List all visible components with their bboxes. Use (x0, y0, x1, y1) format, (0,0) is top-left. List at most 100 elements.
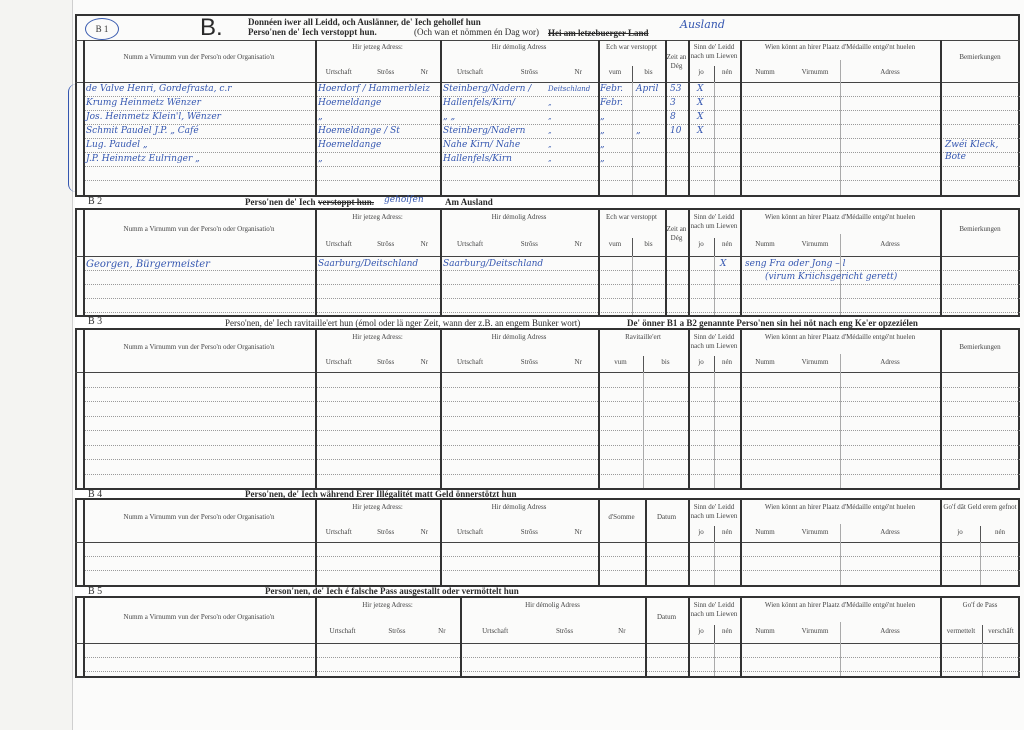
dotted-rule (83, 459, 1020, 460)
dotted-rule (83, 270, 1020, 271)
subheader-nr: Nr (574, 239, 582, 248)
vertical-rule (940, 500, 942, 542)
subheader-bis: bis (644, 239, 653, 248)
vertical-rule (714, 625, 715, 643)
header-remarks: Bemierkungen (959, 225, 1001, 233)
vertical-rule (645, 542, 647, 585)
row-former-address: Hallenfels/Kirn (443, 154, 512, 164)
row-from: Febr. (600, 98, 624, 108)
vertical-rule (665, 82, 667, 195)
subheader-stross: Strôss (520, 527, 538, 536)
vertical-rule (315, 643, 317, 676)
vertical-rule (632, 237, 633, 256)
subheader-bis: bis (644, 67, 653, 76)
subheader-adress: Adress (880, 527, 900, 536)
header-former_address: Hir démolig Adress (491, 333, 547, 341)
header-zeit: Zeit an Dég (666, 225, 687, 242)
subheader-nen: nén (721, 67, 733, 76)
subheader-numm: Numm (755, 357, 775, 366)
row-days: 10 (670, 126, 682, 136)
row-current-address: Hoemeldange (318, 140, 382, 150)
vertical-rule (688, 330, 690, 372)
subheader-stross: Strôss (520, 67, 538, 76)
subheader-urtschaft: Urtschaft (325, 67, 352, 76)
vertical-rule (840, 542, 841, 585)
row-former-address: Nahe Kirn/ Nahe (443, 140, 521, 150)
subheader-urtschaft: Urtschaft (456, 527, 484, 536)
subheader-vermettelt: vermettelt (946, 627, 976, 636)
row-alive-yes: X (697, 98, 704, 108)
subheader-stross: Strôss (377, 67, 395, 76)
header-medal: Wien könnt an hirer Plaatz d'Médaille en… (764, 601, 916, 609)
subheader-urtschaft: Urtschaft (325, 357, 352, 366)
header-current_address: Hir jetzeg Adress: (362, 601, 413, 609)
vertical-rule (982, 625, 983, 643)
header-name: Numm a Virnumm vun der Perso'n oder Orga… (123, 343, 275, 351)
row-from: Febr. (600, 84, 624, 94)
header-alive: Sinn de' Leidd nach um Liewen (690, 503, 738, 520)
row-to: „ (636, 126, 641, 136)
row-from: „ (600, 112, 605, 122)
vertical-rule (315, 40, 317, 82)
subheader-nr: Nr (618, 627, 626, 636)
row-from: „ (600, 140, 605, 150)
subheader-jo: jo (698, 357, 704, 366)
header-alive: Sinn de' Leidd nach um Liewen (690, 333, 738, 350)
row-current-address: „ (318, 112, 323, 122)
vertical-rule (598, 372, 600, 488)
subheader-nr: Nr (574, 527, 582, 536)
vertical-rule (440, 256, 442, 315)
vertical-rule (460, 643, 462, 676)
b3-bar (75, 315, 1020, 330)
subheader-virnumm: Virnumm (801, 239, 829, 248)
b2-bar (75, 195, 1020, 210)
vertical-rule (714, 355, 715, 372)
horizontal-rule (75, 40, 1020, 41)
header-current_address: Hir jetzeg Adress: (352, 43, 403, 51)
title-line-2: Perso'nen de' Iech verstoppt hun. (248, 27, 377, 37)
dotted-rule (83, 671, 1020, 672)
vertical-rule (440, 372, 442, 488)
vertical-rule (83, 82, 85, 195)
subheader-vum: vum (614, 357, 627, 366)
vertical-rule (598, 210, 600, 256)
subheader-jo: jo (698, 239, 704, 248)
subheader-nr: Nr (420, 357, 429, 366)
subheader-numm: Numm (755, 627, 775, 636)
row-former-address: Saarburg/Deitschland (443, 259, 544, 269)
row-name: Lug. Paudel „ (86, 140, 148, 150)
row-name: Georgen, Bürgermeister (86, 259, 210, 270)
section-badge: B 1 (85, 18, 119, 40)
vertical-rule (665, 256, 667, 315)
header-geld: Go'f dât Geld erem gefnot (943, 503, 1017, 511)
vertical-rule (645, 643, 647, 676)
vertical-rule (665, 40, 667, 82)
row-name: Krumg Heinmetz Wënzer (86, 98, 201, 108)
vertical-rule (688, 542, 690, 585)
dotted-rule (83, 166, 1020, 167)
row-current-address: Hoemeldange (318, 98, 382, 108)
dotted-rule (83, 298, 1020, 299)
header-former_address: Hir démolig Adress (491, 503, 547, 511)
vertical-rule (83, 210, 85, 256)
row-name: Schmit Paudel J.P. „ Café (86, 126, 199, 136)
dotted-rule (83, 444, 1020, 446)
b2-title: Perso'nen de' Iech (245, 197, 316, 207)
dotted-rule (83, 312, 1020, 313)
subheader-nr: Nr (574, 67, 582, 76)
header-medal: Wien könnt an hirer Plaatz d'Médaille en… (764, 333, 916, 341)
subheader-urtschaft: Urtschaft (456, 239, 484, 248)
dotted-rule (83, 570, 1020, 571)
row-remarks: Bote (945, 152, 966, 162)
subheader-verschaft: verschâft (988, 627, 1014, 636)
header-hidden: Ech war verstoppt (606, 213, 657, 221)
vertical-rule (315, 598, 317, 643)
subheader-nr: Nr (420, 527, 429, 536)
b4-bar (75, 488, 1020, 500)
header-somme: d'Somme (608, 513, 635, 521)
bracket-mark (68, 84, 78, 192)
vertical-rule (315, 372, 317, 488)
dotted-rule (83, 657, 1020, 658)
b3-title-note: De' önner B1 a B2 genannte Perso'nen sin… (627, 318, 918, 328)
vertical-rule (740, 598, 742, 643)
